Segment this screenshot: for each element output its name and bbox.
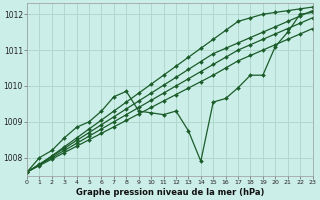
X-axis label: Graphe pression niveau de la mer (hPa): Graphe pression niveau de la mer (hPa) [76,188,264,197]
